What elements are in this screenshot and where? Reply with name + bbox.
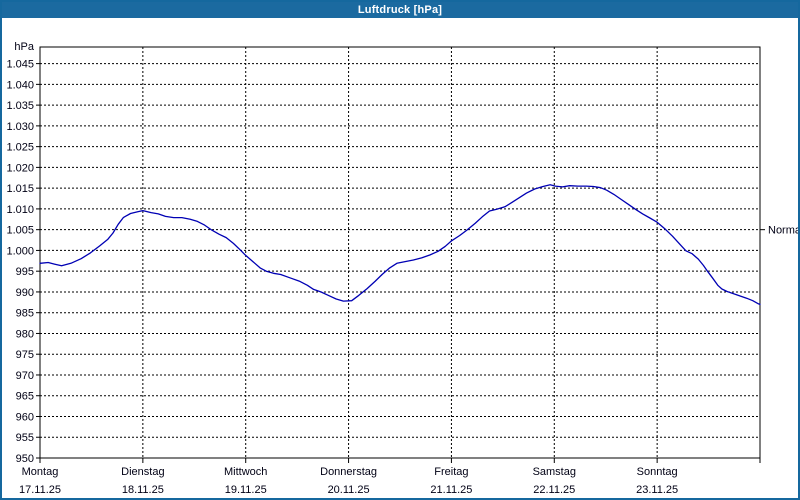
x-date-label: 22.11.25 (533, 484, 575, 496)
x-day-label: Dienstag (121, 466, 164, 478)
pressure-curve (39, 184, 761, 306)
y-tick-label: 985 (16, 308, 34, 320)
pressure-series (39, 184, 761, 306)
y-tick-label: 1.045 (6, 59, 34, 71)
x-date-label: 21.11.25 (430, 484, 472, 496)
horizontal-gridlines (40, 63, 760, 438)
x-day-label: Samstag (533, 466, 576, 478)
chart-area: 950 955 960 965 970 975 980 985 990 995 1.000 1.005… (2, 18, 798, 498)
y-tick-label: 1.030 (6, 121, 34, 133)
x-date-label: 18.11.25 (122, 484, 164, 496)
y-axis-labels: 950 955 960 965 970 975 980 985 990 995 1.000 1.005… (6, 59, 34, 465)
y-tick-label: 1.000 (6, 245, 34, 257)
x-date-label: 23.11.25 (636, 484, 678, 496)
y-tick-label: 1.040 (6, 79, 34, 91)
x-day-label: Freitag (434, 466, 468, 478)
y-tick-label: 1.005 (6, 225, 34, 237)
y-tick-label: 990 (16, 287, 34, 299)
vertical-gridlines (142, 47, 658, 458)
x-axis-ticks (39, 458, 761, 463)
normal-marker: Normal (760, 225, 798, 237)
y-tick-label: 1.020 (6, 162, 34, 174)
x-date-label: 19.11.25 (225, 484, 267, 496)
y-tick-label: 975 (16, 349, 34, 361)
y-tick-label: 1.035 (6, 100, 34, 112)
y-tick-label: 950 (16, 453, 34, 465)
x-day-label: Mittwoch (224, 466, 267, 478)
y-tick-label: 955 (16, 432, 34, 444)
x-axis-labels: Montag 17.11.25 Dienstag 18.11.25 Mittwoch 19… (19, 466, 678, 496)
y-tick-label: 1.025 (6, 142, 34, 154)
normal-marker-label: Normal (768, 225, 798, 237)
pressure-chart: 950 955 960 965 970 975 980 985 990 995 1.000 1.005… (6, 41, 798, 496)
x-day-label: Donnerstag (320, 466, 377, 478)
x-date-label: 17.11.25 (19, 484, 61, 496)
x-date-label: 20.11.25 (328, 484, 370, 496)
x-day-label: Sonntag (637, 466, 678, 478)
y-axis-unit: hPa (14, 41, 34, 53)
y-tick-label: 1.010 (6, 204, 34, 216)
y-unit-label: hPa (14, 41, 34, 53)
y-tick-label: 1.015 (6, 183, 34, 195)
title-bar: Luftdruck [hPa] (2, 2, 798, 18)
plot-frame (39, 46, 761, 459)
y-axis-ticks (36, 63, 40, 459)
y-tick-label: 980 (16, 328, 34, 340)
x-day-label: Montag (22, 466, 59, 478)
y-tick-label: 995 (16, 266, 34, 278)
y-tick-label: 960 (16, 411, 34, 423)
y-tick-label: 970 (16, 370, 34, 382)
window-title: Luftdruck [hPa] (357, 4, 443, 16)
y-tick-label: 965 (16, 391, 34, 403)
